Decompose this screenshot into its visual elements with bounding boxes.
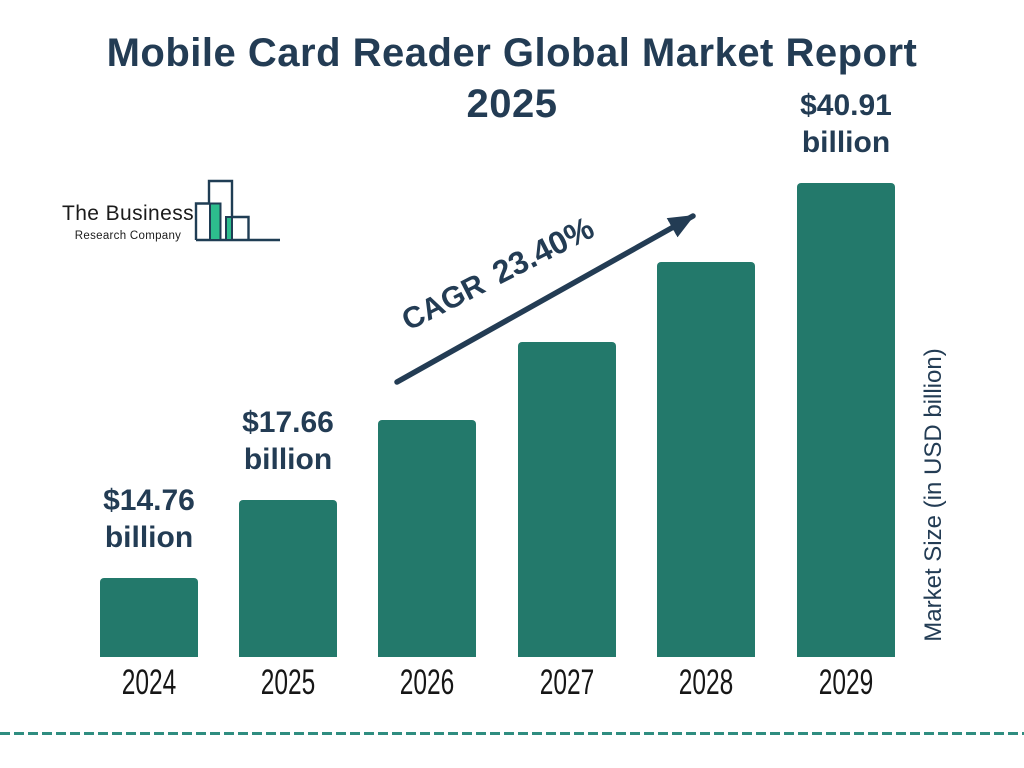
x-axis-tick-2026: 2026	[399, 663, 455, 702]
page-title-line2: 2025	[466, 82, 558, 126]
bar-2026	[378, 420, 476, 657]
page-title: Mobile Card Reader Global Market Report …	[0, 28, 1024, 130]
bar-value-label-2025: $17.66 billion	[242, 406, 334, 476]
bar-2025	[239, 500, 337, 657]
x-axis-tick-2028: 2028	[678, 663, 734, 702]
page-title-line1: Mobile Card Reader Global Market Report	[106, 31, 918, 75]
bar-2027	[518, 342, 616, 657]
bar-value-label-2029: $40.91 billion	[800, 89, 892, 159]
bar-2029	[797, 183, 895, 657]
x-axis-tick-2025: 2025	[260, 663, 316, 702]
logo-bar-chart-icon	[194, 179, 280, 242]
bar-2024	[100, 578, 198, 657]
bar-2028	[657, 262, 755, 657]
logo-tagline: Research Company	[74, 230, 182, 242]
x-axis-tick-2029: 2029	[818, 663, 874, 702]
logo-name: The Business	[61, 202, 195, 225]
bottom-divider-line	[0, 732, 1024, 735]
growth-arrow-icon	[394, 213, 696, 385]
x-axis-tick-2024: 2024	[121, 663, 177, 702]
y-axis-label: Market Size (in USD billion)	[920, 348, 947, 642]
x-axis-tick-2027: 2027	[539, 663, 595, 702]
bar-value-label-2024: $14.76 billion	[103, 484, 195, 554]
